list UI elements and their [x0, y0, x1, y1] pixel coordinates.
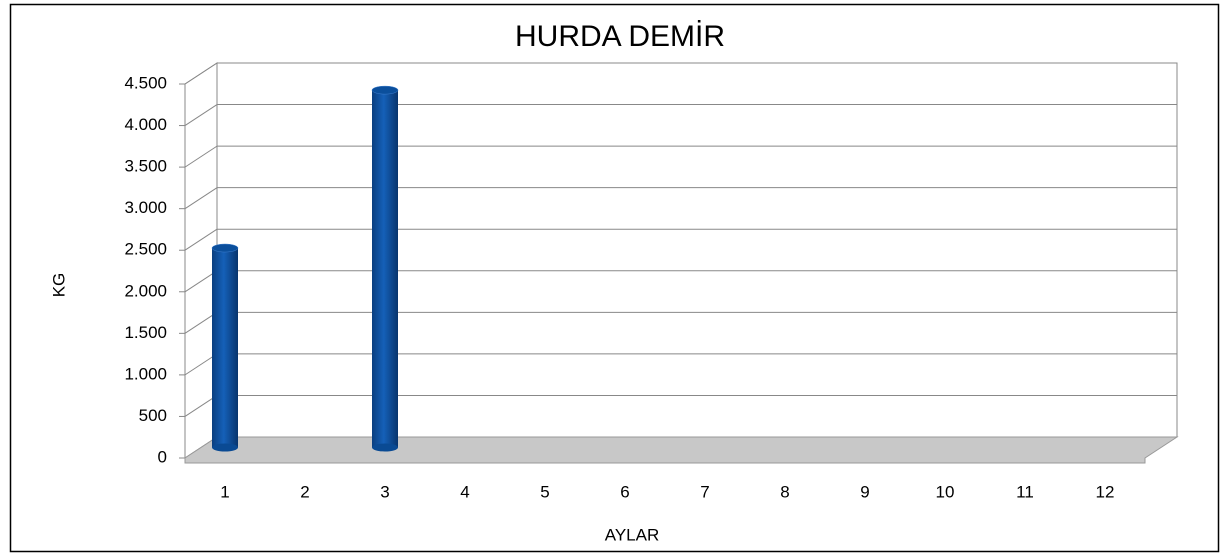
y-tick-label: 1.500	[124, 323, 167, 342]
y-tick-label: 2.000	[124, 281, 167, 300]
grid-line	[184, 311, 218, 334]
x-tick-label: 4	[460, 482, 469, 501]
y-tick-label: 2.500	[124, 240, 167, 259]
x-tick-label: 11	[1016, 482, 1034, 501]
y-tick-label: 4.500	[124, 73, 167, 92]
back-wall	[216, 62, 1178, 438]
y-tick-label: 3.500	[124, 157, 167, 176]
y-axis-label: KG	[49, 273, 68, 298]
y-tick-label: 3.000	[124, 198, 167, 217]
grid-line	[184, 353, 218, 376]
grid-line	[184, 62, 218, 85]
floor	[184, 436, 1179, 464]
bar-top	[371, 85, 399, 95]
bar	[212, 248, 238, 448]
x-tick-label: 7	[700, 482, 709, 501]
y-tick-label: 0	[158, 447, 167, 466]
y-tick-label: 4.000	[124, 115, 167, 134]
x-tick-label: 6	[620, 482, 629, 501]
bar-bottom	[212, 443, 238, 452]
x-tick-label: 8	[780, 482, 789, 501]
grid-line	[184, 145, 218, 168]
y-tick-label: 1.000	[124, 364, 167, 383]
x-tick-label: 2	[300, 482, 309, 501]
bar-bottom	[372, 443, 398, 452]
grid-line	[184, 187, 218, 210]
bar	[372, 90, 398, 448]
chart-title: HURDA DEMİR	[515, 20, 725, 53]
x-tick-label: 1	[220, 482, 229, 501]
bar-top	[211, 243, 239, 253]
x-tick-label: 12	[1096, 482, 1115, 501]
x-tick-label: 9	[860, 482, 869, 501]
x-tick-label: 10	[936, 482, 955, 501]
grid-line	[184, 104, 218, 126]
grid-line	[184, 270, 218, 293]
x-axis-label: AYLAR	[605, 525, 660, 544]
y-tick-label: 500	[139, 406, 167, 425]
x-tick-label: 3	[380, 482, 389, 501]
x-tick-label: 5	[540, 482, 549, 501]
grid-line	[184, 228, 218, 251]
grid-line	[184, 395, 218, 417]
